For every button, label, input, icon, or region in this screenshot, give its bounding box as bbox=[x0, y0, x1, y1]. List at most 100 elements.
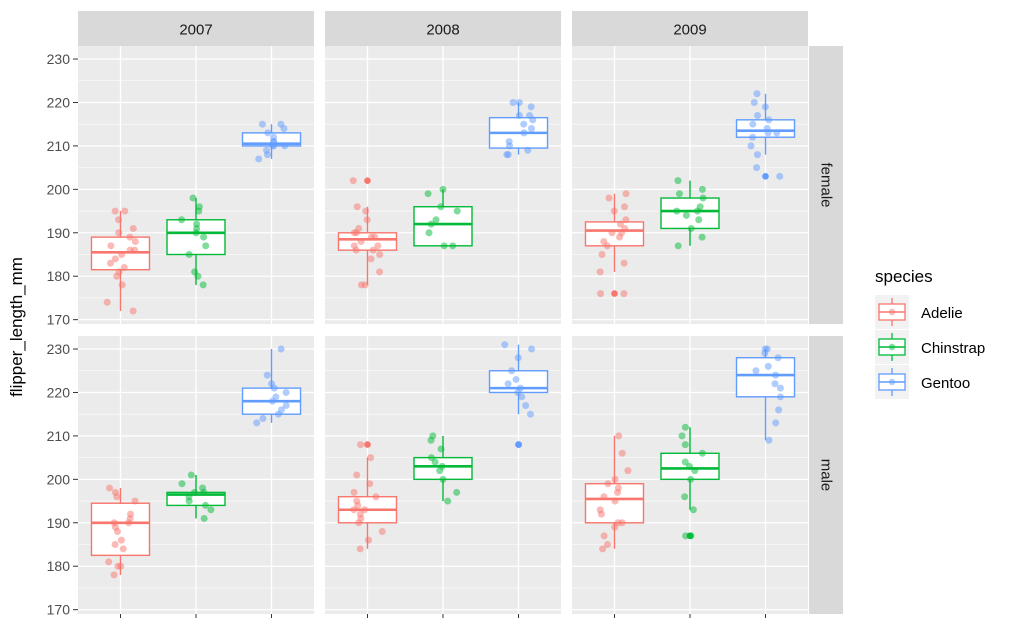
y-tick-label: 170 bbox=[47, 602, 71, 618]
jitter-point bbox=[191, 268, 199, 276]
jitter-point bbox=[356, 510, 364, 518]
jitter-point bbox=[376, 268, 384, 276]
jitter-point bbox=[605, 194, 613, 202]
jitter-point bbox=[199, 281, 207, 289]
jitter-point bbox=[698, 185, 706, 193]
jitter-point bbox=[263, 146, 271, 154]
jitter-point bbox=[597, 290, 605, 298]
jitter-point bbox=[527, 103, 535, 111]
facet-strip-female: female bbox=[809, 46, 843, 324]
legend-label: Gentoo bbox=[921, 375, 970, 392]
jitter-point bbox=[526, 410, 534, 418]
jitter-point bbox=[682, 211, 690, 219]
jitter-point bbox=[424, 190, 432, 198]
jitter-point bbox=[185, 251, 193, 258]
jitter-point bbox=[440, 242, 448, 250]
jitter-point bbox=[115, 229, 123, 237]
jitter-point bbox=[378, 527, 386, 535]
jitter-point bbox=[503, 151, 511, 159]
box-adelie bbox=[337, 441, 398, 553]
jitter-point bbox=[527, 125, 535, 133]
jitter-point bbox=[526, 112, 534, 119]
panel-female-2009 bbox=[572, 46, 808, 324]
jitter-point bbox=[750, 98, 758, 106]
jitter-point bbox=[681, 458, 689, 466]
jitter-point bbox=[515, 98, 523, 106]
jitter-point bbox=[765, 116, 773, 124]
facet-strip-male: male bbox=[809, 336, 843, 614]
box-adelie bbox=[584, 432, 645, 553]
jitter-point bbox=[596, 506, 604, 514]
box-chinstrap bbox=[660, 423, 720, 540]
y-tick-label: 190 bbox=[47, 225, 71, 241]
box-gentoo bbox=[241, 120, 302, 163]
jitter-point bbox=[608, 229, 616, 237]
jitter-point bbox=[621, 224, 629, 232]
jitter-point bbox=[282, 402, 290, 409]
jitter-point bbox=[508, 367, 516, 375]
jitter-point bbox=[361, 506, 369, 514]
y-axis-title: flipper_length_mm bbox=[7, 257, 26, 397]
jitter-point bbox=[524, 146, 532, 154]
jitter-point bbox=[615, 432, 623, 440]
jitter-point bbox=[761, 103, 769, 111]
box-iqr bbox=[337, 232, 398, 251]
jitter-point bbox=[201, 501, 209, 509]
box-iqr bbox=[660, 197, 720, 230]
facet-strip-2008: 2008 bbox=[325, 11, 561, 46]
jitter-point bbox=[774, 354, 782, 362]
jitter-point bbox=[453, 207, 461, 215]
jitter-point bbox=[374, 242, 382, 250]
jitter-point bbox=[698, 233, 706, 241]
jitter-point bbox=[193, 220, 201, 228]
jitter-point bbox=[357, 281, 365, 289]
box-chinstrap bbox=[413, 185, 473, 250]
jitter-point bbox=[195, 203, 203, 211]
facet-strip-bg bbox=[572, 11, 808, 46]
jitter-point bbox=[353, 203, 361, 211]
jitter-point bbox=[129, 307, 137, 315]
jitter-point bbox=[611, 497, 619, 505]
jitter-point bbox=[115, 268, 123, 276]
legend-label: Chinstrap bbox=[921, 340, 985, 357]
facet-strip-label: 2008 bbox=[426, 22, 459, 39]
jitter-point bbox=[687, 532, 695, 540]
box-gentoo bbox=[241, 345, 302, 427]
jitter-point bbox=[604, 541, 612, 548]
jitter-point bbox=[761, 345, 769, 353]
facet-strip-bg bbox=[809, 46, 843, 324]
jitter-point bbox=[504, 380, 512, 388]
jitter-point bbox=[350, 488, 358, 496]
jitter-point bbox=[282, 388, 290, 396]
jitter-point bbox=[367, 454, 375, 462]
jitter-point bbox=[771, 371, 779, 379]
jitter-point bbox=[620, 290, 628, 298]
jitter-point bbox=[207, 506, 215, 514]
jitter-point bbox=[277, 406, 285, 414]
jitter-point bbox=[103, 298, 111, 306]
box-iqr bbox=[413, 206, 473, 247]
facet-strip-label: male bbox=[818, 459, 835, 492]
jitter-point bbox=[200, 514, 208, 522]
jitter-point bbox=[689, 506, 697, 514]
jitter-point bbox=[681, 493, 689, 501]
box-chinstrap bbox=[413, 432, 473, 505]
jitter-point bbox=[512, 375, 520, 383]
jitter-point bbox=[776, 172, 784, 180]
jitter-point bbox=[189, 194, 197, 202]
jitter-point bbox=[687, 224, 695, 232]
outlier-point bbox=[364, 177, 371, 184]
facet-strip-bg bbox=[325, 11, 561, 46]
jitter-point bbox=[258, 120, 266, 128]
jitter-point bbox=[596, 268, 604, 276]
jitter-point bbox=[773, 129, 781, 137]
jitter-point bbox=[599, 545, 607, 553]
jitter-point bbox=[449, 242, 457, 250]
jitter-point bbox=[264, 129, 272, 137]
jitter-point bbox=[771, 380, 779, 388]
panel-female-2008 bbox=[325, 46, 561, 324]
jitter-point bbox=[178, 216, 186, 224]
jitter-point bbox=[614, 519, 622, 527]
legend-title: species bbox=[875, 267, 933, 286]
